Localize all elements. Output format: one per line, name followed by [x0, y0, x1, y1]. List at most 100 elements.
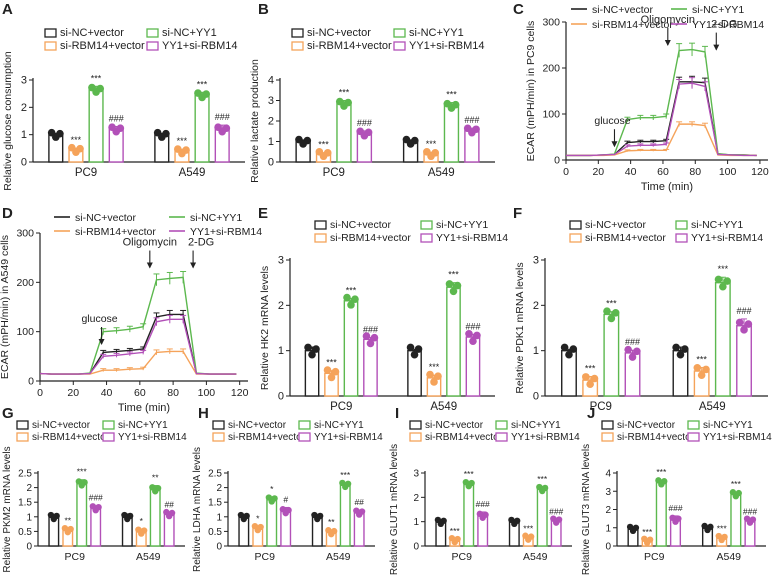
y-tick-label: 1.5 [18, 498, 32, 509]
y-tick-label: 2 [533, 300, 539, 312]
y-tick-label: 2 [21, 102, 27, 114]
y-tick-label: 0 [605, 542, 611, 553]
significance-label: ### [363, 325, 378, 335]
x-tick-label: 60 [134, 387, 146, 399]
significance-label: ** [64, 515, 71, 525]
bar [714, 281, 731, 397]
data-point [732, 492, 740, 500]
panel-J: Jsi-NC+vector si-NC+YY1 si-RBM14+vector YY1… [581, 405, 772, 575]
y-tick-label: 2 [26, 483, 32, 494]
bar [655, 481, 667, 547]
x-tick-label: 120 [231, 387, 249, 399]
bar [194, 94, 210, 163]
data-point [124, 515, 131, 523]
data-point [366, 339, 375, 348]
data-point [629, 527, 637, 535]
data-point [628, 353, 637, 361]
data-point [693, 364, 702, 372]
y-tick-label: 100 [542, 109, 560, 121]
legend-label: si-NC+vector [592, 4, 653, 16]
x-category-label: A549 [179, 167, 206, 179]
legend-swatch [314, 220, 327, 230]
y-tick-label: 2.5 [208, 469, 222, 480]
panel-I: Isi-NC+vector si-NC+YY1 si-RBM14+vector YY1… [389, 405, 580, 575]
legend-swatch [212, 432, 225, 442]
significance-label: * [256, 513, 260, 523]
data-point [735, 318, 744, 327]
x-category-label: PC9 [330, 401, 352, 413]
panel-letter: E [258, 205, 268, 222]
legend-label: si-RBM14+vector [32, 432, 110, 443]
legend-label: si-NC+YY1 [703, 420, 753, 431]
legend-label: si-RBM14+vector [592, 19, 673, 31]
y-tick-label: 4 [268, 75, 274, 87]
panel-H: Hsi-NC+vector si-NC+YY1 si-RBM14+vector YY1… [192, 405, 383, 572]
x-tick-label: 100 [198, 387, 216, 399]
bar [266, 498, 278, 547]
x-category-label: A549 [699, 401, 726, 413]
significance-label: ## [164, 500, 174, 510]
legend-swatch [409, 420, 422, 430]
data-point [51, 133, 60, 141]
y-tick-label: 1 [268, 136, 274, 148]
legend-swatch [601, 420, 614, 430]
data-point [427, 152, 435, 161]
data-point [702, 365, 710, 374]
y-tick-label: 300 [16, 228, 34, 240]
y-axis-label: Relative HK2 mRNA levels [259, 266, 271, 390]
significance-label: ### [109, 113, 124, 123]
data-point [719, 282, 727, 291]
significance-label: *** [91, 73, 102, 83]
bar [463, 483, 475, 547]
data-point [343, 293, 351, 302]
legend-label: YY1+si-RBM14 [162, 40, 238, 52]
data-point [560, 343, 569, 352]
x-axis-label: Time (min) [118, 402, 170, 414]
data-point [449, 287, 458, 296]
bar [536, 488, 548, 547]
data-point [643, 539, 651, 546]
panel-F: Fsi-NC+vector si-NC+YY1 si-RBM14+vector YY1… [513, 205, 768, 413]
y-tick-label: 3 [533, 255, 539, 267]
x-category-label: PC9 [452, 551, 473, 563]
y-tick-label: 0 [21, 157, 27, 169]
y-tick-label: 2 [278, 300, 284, 312]
significance-label: ## [354, 497, 364, 507]
significance-label: *** [696, 354, 707, 364]
data-point [723, 277, 731, 285]
series-line [566, 48, 757, 157]
legend-swatch [102, 420, 115, 430]
y-tick-label: 1 [216, 512, 222, 523]
data-point [64, 528, 71, 536]
legend-label: si-NC+YY1 [409, 27, 464, 39]
legend-label: si-NC+YY1 [118, 420, 168, 431]
y-tick-label: 200 [16, 277, 34, 289]
legend-swatch [569, 233, 582, 243]
data-point [672, 518, 679, 525]
y-axis-label: Relative LDHA mRNA levels [192, 447, 203, 572]
x-axis-label: Time (min) [641, 181, 693, 193]
data-point [447, 104, 456, 112]
significance-label: *** [197, 79, 208, 89]
legend-swatch [146, 28, 159, 38]
data-point [314, 515, 321, 523]
data-point [312, 345, 320, 353]
legend-label: YY1+si-RBM14 [314, 432, 383, 443]
data-point [469, 337, 477, 345]
data-point [50, 515, 58, 523]
data-point [157, 133, 166, 141]
y-tick-label: 3 [21, 75, 27, 87]
y-tick-label: 0 [413, 542, 419, 553]
legend-label: si-NC+vector [330, 219, 391, 231]
data-point [434, 372, 442, 381]
significance-label: *** [429, 362, 440, 372]
y-tick-label: 3 [268, 95, 274, 107]
y-tick-label: 0 [278, 391, 284, 403]
data-point [360, 131, 369, 140]
y-tick-label: 300 [542, 17, 560, 29]
bar [343, 300, 359, 397]
data-point [351, 295, 359, 303]
legend-label: si-NC+vector [75, 212, 136, 224]
y-tick-label: 3 [413, 469, 419, 480]
data-point [138, 530, 145, 537]
